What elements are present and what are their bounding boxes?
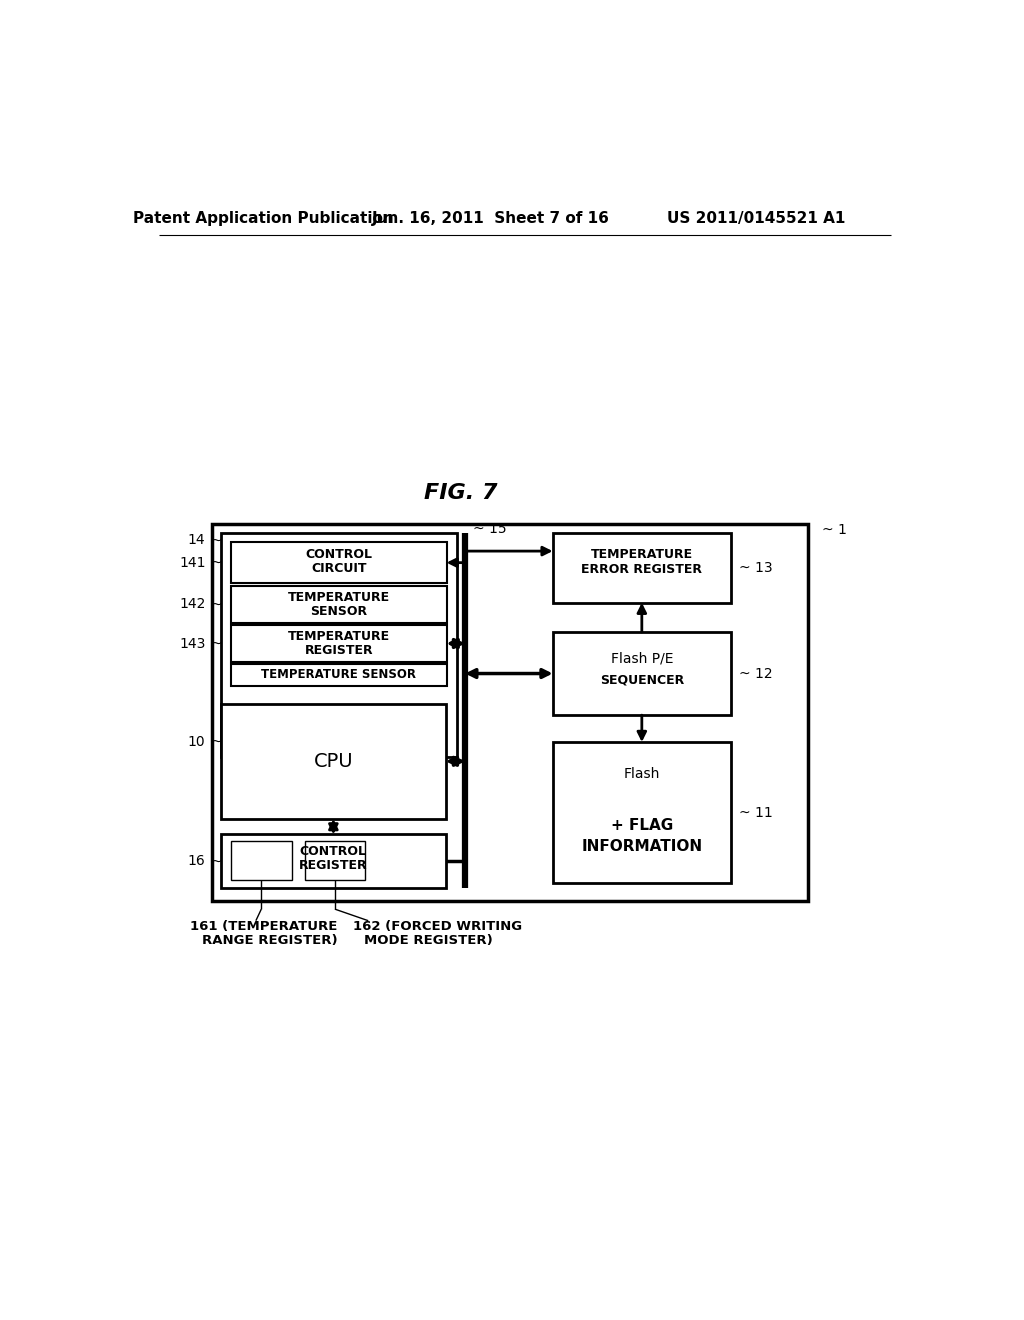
Text: ~: ~ — [210, 556, 222, 570]
Bar — [553, 742, 731, 883]
Text: ~: ~ — [210, 636, 222, 651]
Bar — [221, 834, 445, 888]
Text: ~: ~ — [210, 735, 222, 748]
Text: TEMPERATURE: TEMPERATURE — [288, 591, 390, 603]
Bar — [231, 586, 446, 623]
Text: ~ 13: ~ 13 — [738, 561, 772, 576]
Text: CONTROL: CONTROL — [305, 548, 373, 561]
Text: TEMPERATURE SENSOR: TEMPERATURE SENSOR — [261, 668, 417, 681]
Text: Patent Application Publication: Patent Application Publication — [133, 211, 394, 226]
Bar — [221, 533, 458, 756]
Text: CIRCUIT: CIRCUIT — [311, 562, 367, 576]
Text: ~: ~ — [210, 597, 222, 611]
Text: ~: ~ — [210, 854, 222, 869]
Text: TEMPERATURE: TEMPERATURE — [288, 630, 390, 643]
Bar — [231, 626, 446, 663]
Text: RANGE REGISTER): RANGE REGISTER) — [202, 935, 337, 948]
Bar — [231, 664, 446, 686]
Bar — [212, 524, 809, 902]
Text: FIG. 7: FIG. 7 — [425, 483, 498, 503]
Text: REGISTER: REGISTER — [304, 644, 373, 657]
Text: 162 (FORCED WRITING: 162 (FORCED WRITING — [352, 920, 522, 933]
Text: CPU: CPU — [313, 752, 353, 771]
Text: 14: 14 — [187, 533, 206, 548]
Text: 16: 16 — [187, 854, 206, 869]
Text: US 2011/0145521 A1: US 2011/0145521 A1 — [667, 211, 845, 226]
Text: Flash: Flash — [624, 767, 660, 781]
Text: 143: 143 — [179, 636, 206, 651]
Bar — [305, 841, 366, 880]
Text: REGISTER: REGISTER — [299, 859, 368, 871]
Bar — [231, 543, 446, 583]
Bar — [553, 632, 731, 715]
Bar — [231, 841, 292, 880]
Text: SENSOR: SENSOR — [310, 605, 368, 618]
Text: ~ 12: ~ 12 — [738, 667, 772, 681]
Text: INFORMATION: INFORMATION — [582, 838, 702, 854]
Text: 161 (TEMPERATURE: 161 (TEMPERATURE — [190, 920, 337, 933]
Text: CONTROL: CONTROL — [300, 845, 367, 858]
Text: 141: 141 — [179, 556, 206, 570]
Text: + FLAG: + FLAG — [610, 817, 673, 833]
Bar — [221, 704, 445, 818]
Text: ~: ~ — [210, 533, 222, 548]
Text: ~ 11: ~ 11 — [738, 805, 772, 820]
Text: ~ 1: ~ 1 — [821, 523, 847, 537]
Text: 142: 142 — [179, 597, 206, 611]
Text: ~ 15: ~ 15 — [473, 521, 507, 536]
Text: ERROR REGISTER: ERROR REGISTER — [582, 564, 702, 576]
Text: SEQUENCER: SEQUENCER — [600, 673, 684, 686]
Text: MODE REGISTER): MODE REGISTER) — [365, 935, 494, 948]
Text: Flash P/E: Flash P/E — [610, 652, 673, 665]
Text: Jun. 16, 2011  Sheet 7 of 16: Jun. 16, 2011 Sheet 7 of 16 — [372, 211, 609, 226]
Bar — [553, 533, 731, 603]
Text: TEMPERATURE: TEMPERATURE — [591, 548, 693, 561]
Text: 10: 10 — [187, 735, 206, 748]
